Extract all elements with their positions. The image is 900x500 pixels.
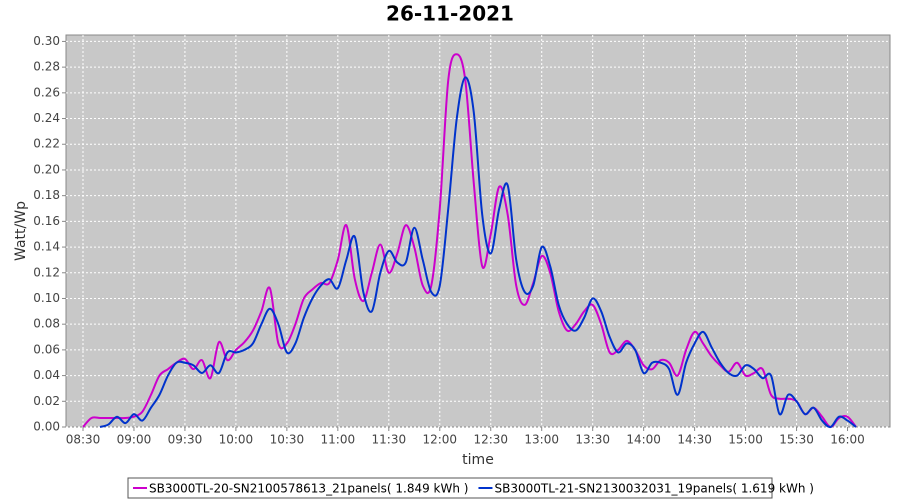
- x-tick-label: 14:00: [626, 433, 661, 447]
- y-tick-label: 0.24: [33, 111, 60, 125]
- x-axis-label: time: [462, 452, 494, 468]
- x-tick-label: 12:00: [422, 433, 457, 447]
- x-tick-label: 13:30: [575, 433, 610, 447]
- y-tick-label: 0.22: [33, 137, 60, 151]
- chart-title: 26-11-2021: [386, 2, 514, 26]
- y-tick-label: 0.30: [33, 34, 60, 48]
- legend-label: SB3000TL-20-SN2100578613_21panels( 1.849…: [149, 482, 468, 496]
- x-tick-label: 11:30: [372, 433, 407, 447]
- y-tick-label: 0.02: [33, 394, 60, 408]
- legend-box: [127, 477, 773, 499]
- x-tick-label: 10:30: [270, 433, 305, 447]
- y-tick-label: 0.10: [33, 291, 60, 305]
- y-tick-label: 0.28: [33, 60, 60, 74]
- y-tick-label: 0.04: [33, 368, 60, 382]
- x-tick-label: 09:00: [117, 433, 152, 447]
- x-tick-label: 09:30: [168, 433, 203, 447]
- y-tick-label: 0.16: [33, 214, 60, 228]
- y-tick-label: 0.08: [33, 317, 60, 331]
- x-tick-label: 12:30: [473, 433, 508, 447]
- y-tick-label: 0.12: [33, 265, 60, 279]
- x-tick-label: 15:00: [728, 433, 763, 447]
- series-line: [99, 76, 857, 429]
- y-tick-label: 0.26: [33, 85, 60, 99]
- y-tick-label: 0.18: [33, 188, 60, 202]
- y-tick-label: 0.14: [33, 240, 60, 254]
- x-tick-label: 13:00: [524, 433, 559, 447]
- x-tick-label: 10:00: [219, 433, 254, 447]
- y-tick-label: 0.00: [33, 420, 60, 434]
- y-axis-label: Watt/Wp: [13, 201, 29, 261]
- x-tick-label: 14:30: [677, 433, 712, 447]
- y-tick-label: 0.06: [33, 342, 60, 356]
- x-tick-label: 11:00: [321, 433, 356, 447]
- x-tick-label: 08:30: [66, 433, 101, 447]
- x-tick-label: 16:00: [830, 433, 865, 447]
- x-tick-label: 15:30: [779, 433, 814, 447]
- y-tick-label: 0.20: [33, 162, 60, 176]
- legend-label: SB3000TL-21-SN2130032031_19panels( 1.619…: [494, 482, 813, 496]
